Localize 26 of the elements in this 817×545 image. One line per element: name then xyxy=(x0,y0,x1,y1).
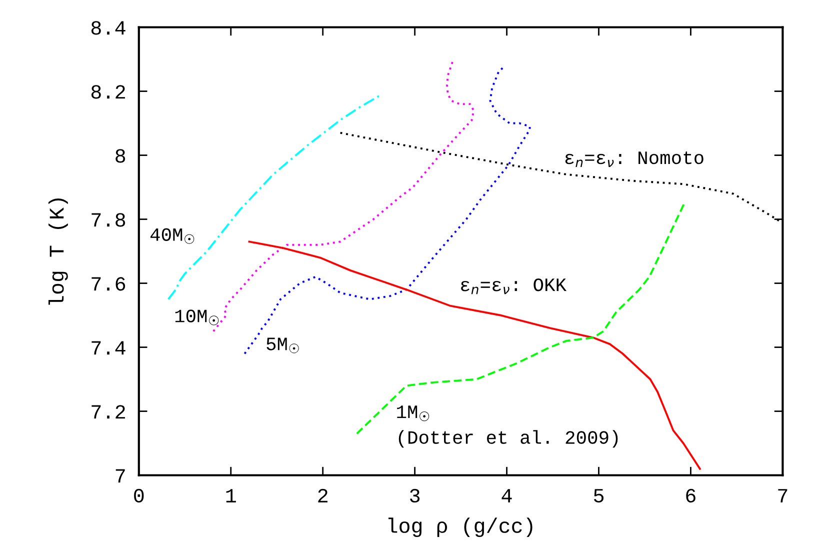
x-tick-label: 7 xyxy=(778,489,788,502)
series-label: 10M$_{☉}$ xyxy=(175,310,219,326)
y-tick-label: 7.6 xyxy=(92,277,126,291)
y-tick-label: 7.4 xyxy=(92,341,126,355)
x-tick-label: 3 xyxy=(410,488,420,503)
series-label: 40M$_{☉}$ xyxy=(150,228,194,244)
y-tick-label: 7 xyxy=(116,469,125,483)
x-axis-title: log ρ (g/cc) xyxy=(388,518,532,538)
y-tick-label: 7.8 xyxy=(92,213,126,227)
series-label: ε$_{n}$=ε$_{ν}$: Nomoto xyxy=(565,151,704,168)
y-tick-label: 8 xyxy=(116,149,126,163)
series-label: 5M$_{☉}$ xyxy=(266,338,299,354)
y-tick-label: 7.2 xyxy=(92,405,125,419)
x-tick-label: 0 xyxy=(134,488,144,503)
x-tick-label: 6 xyxy=(686,488,696,503)
y-tick-label: 8.4 xyxy=(91,21,126,35)
line-series xyxy=(244,64,531,355)
x-tick-label: 5 xyxy=(594,489,604,503)
series-label: 1M$_{☉}$ (Dotter et al. 2009) xyxy=(397,406,618,448)
y-tick-label: 8.2 xyxy=(91,85,125,99)
y-axis-title: log T (K) xyxy=(48,198,68,305)
series-label: ε$_{n}$=ε$_{ν}$: OKK xyxy=(461,278,567,294)
x-tick-label: 1 xyxy=(226,489,236,502)
x-tick-label: 2 xyxy=(318,488,328,502)
line-series xyxy=(248,240,701,470)
x-tick-label: 4 xyxy=(502,489,512,502)
